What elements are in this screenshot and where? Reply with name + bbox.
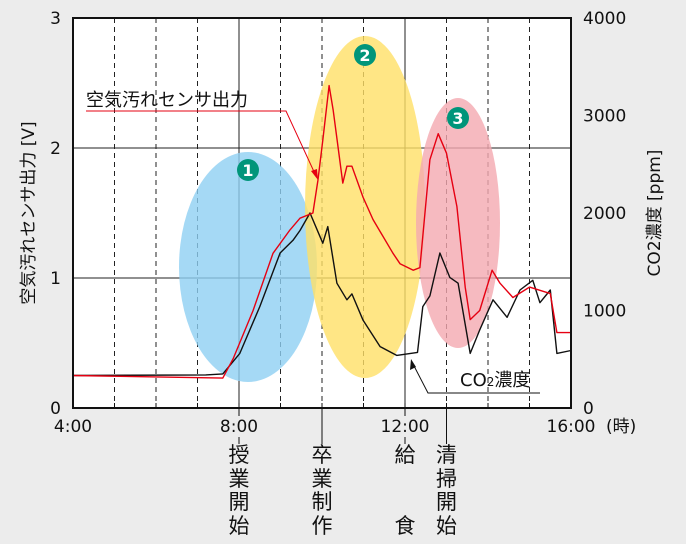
- event-label-char: 開: [229, 490, 250, 514]
- region-2-ellipse: [305, 36, 425, 378]
- x-tick-label: 4:00: [54, 417, 92, 437]
- sensor-series-label: 空気汚れセンサ出力: [86, 90, 248, 111]
- region-2-badge-label: 2: [359, 46, 370, 65]
- event-label-char: 掃: [436, 467, 457, 491]
- series-line-sensor: [72, 84, 571, 379]
- region-badges: 1 2 3: [237, 44, 469, 181]
- x-tick-label: 8:00: [220, 417, 258, 437]
- y-right-tick-label: 4000: [583, 9, 626, 29]
- y-right-tick-label: 3000: [583, 107, 626, 127]
- co2-series-label: CO2濃度: [460, 370, 530, 391]
- event-label-char: 制: [312, 490, 333, 514]
- event-label-char: 授: [229, 443, 250, 467]
- y-left-tick-label: 0: [50, 399, 61, 419]
- event-label-char: 始: [436, 514, 457, 538]
- region-1-ellipse: [179, 152, 317, 382]
- event-label-char: 作: [312, 514, 333, 538]
- y-left-tick-label: 3: [50, 9, 61, 29]
- event-label-char: 業: [229, 467, 250, 491]
- co2-callout-line: [412, 363, 540, 394]
- event-label-char: 始: [229, 514, 250, 538]
- event-label-char: 給: [395, 443, 416, 467]
- y-right-tick-label: 1000: [583, 302, 626, 322]
- axes: 0 1 2 3 0 1000 2000 3000 4000 4:00 8:00 12:00 16:00: [50, 9, 626, 437]
- event-label-char: 清: [436, 443, 457, 467]
- y-left-tick-label: 2: [50, 139, 61, 159]
- y-right-tick-label: 2000: [583, 204, 626, 224]
- region-3-badge: [447, 107, 469, 129]
- x-tick-label: 12:00: [381, 417, 430, 437]
- x-tick-label: 16:00: [547, 417, 596, 437]
- y-right-tick-label: 0: [583, 399, 594, 419]
- series: [72, 84, 572, 379]
- region-2-badge: [354, 44, 376, 66]
- event-label-char: 食: [395, 514, 416, 538]
- sensor-callout-line: [86, 110, 317, 177]
- region-3-badge-label: 3: [452, 109, 463, 128]
- event-label-char: 業: [312, 467, 333, 491]
- sensor-callout-arrow: [311, 169, 318, 180]
- co2-callout-arrow: [410, 359, 416, 370]
- y-axis-left-title: 空気汚れセンサ出力 [V]: [19, 121, 39, 304]
- y-axis-right-title: CO2濃度 [ppm]: [645, 150, 665, 277]
- y-left-tick-label: 1: [50, 269, 61, 289]
- region-1-badge: [237, 159, 259, 181]
- region-1-badge-label: 1: [242, 161, 253, 180]
- series-line-co2: [72, 212, 572, 377]
- x-axis-unit: (時): [606, 417, 636, 437]
- event-label-char: 開: [436, 490, 457, 514]
- event-label-char: 卒: [312, 443, 333, 467]
